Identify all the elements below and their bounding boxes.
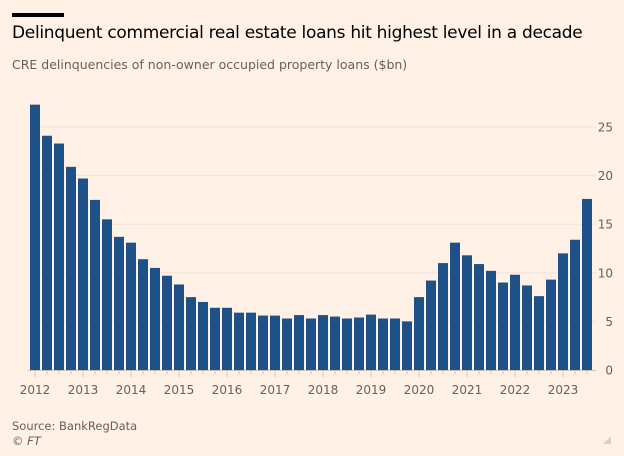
bar-2018-Q1 xyxy=(318,315,328,370)
bar-2019-Q1 xyxy=(366,314,376,370)
bar-2019-Q3 xyxy=(390,318,400,370)
bar-2016-Q3 xyxy=(246,312,256,370)
copyright-note: © FT xyxy=(12,434,41,448)
bar-2018-Q4 xyxy=(354,317,364,370)
bar-2022-Q2 xyxy=(522,285,532,370)
source-note: Source: BankRegData xyxy=(12,419,138,433)
bar-2016-Q2 xyxy=(234,312,244,370)
bar-2013-Q2 xyxy=(90,199,100,370)
bar-2015-Q3 xyxy=(198,301,208,370)
resize-grip-icon[interactable] xyxy=(603,436,611,444)
y-tick-label: 10 xyxy=(598,266,613,280)
bar-2016-Q1 xyxy=(222,307,232,370)
x-tick-label: 2015 xyxy=(164,383,195,397)
ft-title-bar xyxy=(12,13,64,17)
bar-2021-Q4 xyxy=(498,282,508,370)
bar-2019-Q4 xyxy=(402,321,412,370)
x-tick-label: 2016 xyxy=(212,383,243,397)
bar-2013-Q3 xyxy=(102,219,112,370)
bar-2018-Q2 xyxy=(330,316,340,370)
y-tick-label: 0 xyxy=(605,364,613,378)
bar-2012-Q4 xyxy=(66,166,76,370)
x-tick-label: 2014 xyxy=(116,383,147,397)
x-tick-label: 2017 xyxy=(260,383,291,397)
bar-2021-Q1 xyxy=(462,255,472,370)
x-tick-label: 2013 xyxy=(68,383,99,397)
bar-2013-Q1 xyxy=(78,178,88,370)
x-tick-label: 2012 xyxy=(20,383,51,397)
y-tick-label: 25 xyxy=(598,121,613,135)
bar-2014-Q2 xyxy=(138,259,148,370)
bar-2012-Q3 xyxy=(54,143,64,370)
bar-2019-Q2 xyxy=(378,318,388,370)
bar-2023-Q1 xyxy=(558,253,568,370)
bar-2017-Q3 xyxy=(294,315,304,370)
bar-2015-Q2 xyxy=(186,297,196,370)
bar-2020-Q4 xyxy=(450,242,460,370)
bar-2020-Q2 xyxy=(426,280,436,370)
bar-2014-Q4 xyxy=(162,275,172,370)
y-tick-label: 20 xyxy=(598,169,613,183)
x-tick-label: 2023 xyxy=(548,383,579,397)
bar-2016-Q4 xyxy=(258,315,268,370)
bar-2021-Q2 xyxy=(474,264,484,370)
bar-2015-Q1 xyxy=(174,284,184,370)
bar-2014-Q3 xyxy=(150,267,160,370)
bar-2015-Q4 xyxy=(210,307,220,370)
x-tick-label: 2019 xyxy=(356,383,387,397)
bar-2014-Q1 xyxy=(126,242,136,370)
bar-2022-Q4 xyxy=(546,279,556,370)
bar-2022-Q3 xyxy=(534,296,544,370)
chart-subtitle: CRE delinquencies of non-owner occupied … xyxy=(12,57,408,72)
bar-2023-Q3 xyxy=(582,198,592,370)
y-tick-label: 15 xyxy=(598,218,613,232)
bar-2012-Q1 xyxy=(30,104,40,371)
bar-2020-Q1 xyxy=(414,297,424,370)
y-tick-label: 5 xyxy=(605,315,613,329)
x-tick-label: 2021 xyxy=(452,383,483,397)
bar-2023-Q2 xyxy=(570,239,580,370)
bar-2022-Q1 xyxy=(510,274,520,370)
bar-2017-Q1 xyxy=(270,315,280,370)
x-tick-label: 2022 xyxy=(500,383,531,397)
bar-2017-Q4 xyxy=(306,318,316,370)
bar-2012-Q2 xyxy=(42,135,52,370)
bar-2018-Q3 xyxy=(342,318,352,370)
bar-2017-Q2 xyxy=(282,318,292,370)
chart-title: Delinquent commercial real estate loans … xyxy=(12,23,583,43)
x-tick-label: 2020 xyxy=(404,383,435,397)
bar-2020-Q3 xyxy=(438,263,448,370)
bar-2013-Q4 xyxy=(114,236,124,370)
bar-2021-Q3 xyxy=(486,270,496,370)
x-tick-label: 2018 xyxy=(308,383,339,397)
